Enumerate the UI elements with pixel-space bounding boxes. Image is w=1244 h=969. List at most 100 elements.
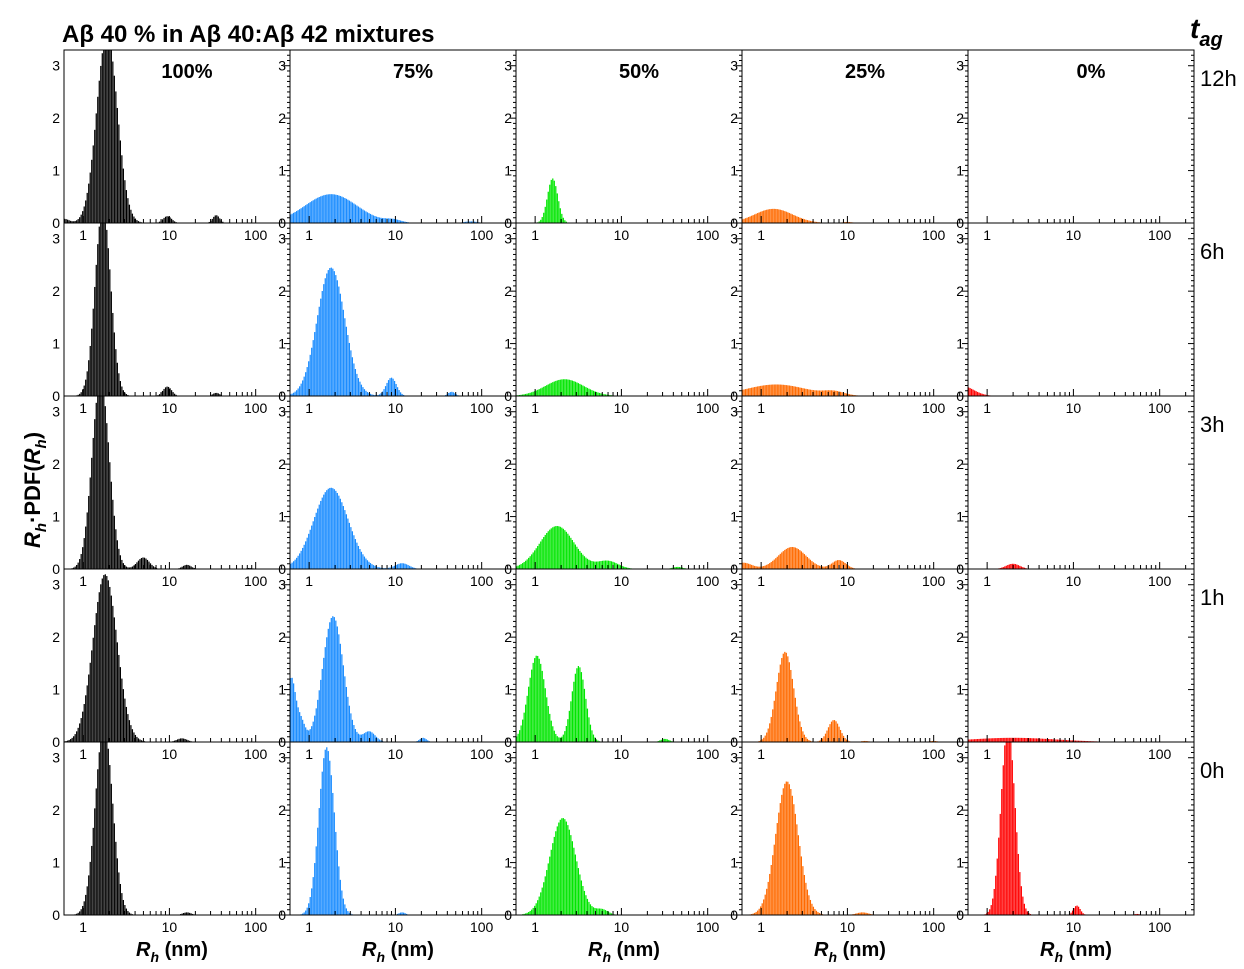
histogram-bar — [112, 499, 114, 569]
x-tick-label: 100 — [470, 919, 494, 935]
histogram-bar — [550, 179, 552, 223]
histogram-bar — [761, 211, 763, 223]
histogram-bar — [526, 695, 528, 742]
histogram-bar — [597, 908, 599, 915]
x-tick-label: 100 — [1148, 400, 1172, 416]
histogram-bar — [302, 547, 304, 569]
axis-ticks — [534, 222, 742, 397]
histogram-bar — [782, 384, 784, 396]
histogram-bar — [841, 560, 843, 569]
histogram-bar — [604, 560, 607, 569]
histogram-bar — [1016, 832, 1018, 915]
histogram-bar — [335, 275, 337, 396]
histogram-bar — [303, 544, 305, 569]
histogram-bar — [603, 560, 605, 569]
histogram-bar — [354, 369, 357, 396]
histogram-bar — [817, 390, 819, 396]
histogram-bar — [815, 910, 818, 915]
histogram-bar — [336, 850, 338, 915]
x-tick-label: 1 — [983, 746, 991, 762]
histogram-bar — [547, 384, 549, 396]
histogram-bar — [333, 489, 335, 569]
histogram-bar — [794, 547, 796, 569]
histogram-bar — [624, 567, 626, 569]
histogram-bar — [76, 220, 78, 223]
histogram-bar — [83, 901, 85, 915]
histogram-bar — [610, 561, 613, 569]
histogram-bar — [371, 732, 373, 742]
histogram-bar — [124, 698, 126, 742]
histogram-bar — [318, 690, 320, 742]
histogram-bar — [528, 393, 530, 396]
histogram-bar — [366, 731, 369, 742]
histogram-bar — [817, 912, 819, 915]
xlabel-unit: (nm) — [1063, 939, 1112, 961]
histogram-bar — [758, 212, 760, 223]
histogram-bar — [88, 495, 90, 569]
histogram-bar — [540, 663, 542, 742]
histogram-bar — [393, 565, 396, 569]
histogram-bar — [1077, 740, 1080, 742]
panel-frame — [967, 222, 1195, 397]
histogram-bar — [782, 551, 784, 569]
histogram-bar — [797, 216, 799, 223]
histogram-bar — [968, 387, 970, 396]
histogram-bar — [625, 567, 628, 569]
histogram-bar — [369, 393, 372, 396]
histogram-bar — [546, 697, 548, 742]
histogram-bar — [341, 196, 343, 223]
histogram-bar — [86, 192, 88, 223]
histogram-bar — [1011, 760, 1013, 915]
histogram-bar — [553, 526, 555, 569]
histogram-bar — [793, 547, 795, 569]
histogram-bar — [363, 210, 366, 223]
histogram-bar — [990, 905, 992, 915]
histogram-bar — [101, 578, 103, 742]
histogram-bar — [345, 326, 347, 396]
histogram-bar — [558, 822, 560, 915]
y-tick-label: 1 — [52, 163, 60, 179]
histogram-bar — [827, 727, 830, 742]
histogram-bar — [743, 218, 745, 223]
histogram-bar — [580, 880, 583, 915]
histogram-bar — [549, 383, 551, 396]
histogram-bar — [130, 725, 132, 742]
histogram-bar — [67, 219, 69, 223]
histogram-bar — [845, 221, 848, 223]
histogram-bar — [86, 685, 88, 742]
histogram-bar — [791, 214, 793, 223]
histogram-bar — [119, 555, 121, 569]
histogram-bar — [589, 904, 592, 915]
histogram-bar — [568, 535, 570, 569]
histogram-bar — [92, 437, 94, 569]
histogram-bar — [974, 390, 976, 396]
histogram-bar — [83, 704, 85, 742]
histogram-bar — [1074, 906, 1077, 915]
histogram-bar — [1011, 737, 1013, 742]
histogram-bar — [592, 907, 595, 915]
histogram-bar — [812, 906, 815, 915]
x-tick-label: 10 — [388, 573, 404, 589]
histogram-bar — [368, 731, 370, 742]
histogram-bar — [1026, 911, 1028, 915]
histogram-bar — [764, 735, 766, 742]
histogram-bar — [363, 556, 366, 569]
x-axis-label: Rh (nm) — [136, 939, 208, 965]
histogram-bar — [799, 387, 801, 396]
histogram-bar — [65, 219, 67, 223]
histogram-bar — [802, 552, 804, 569]
y-tick-label: 2 — [52, 456, 60, 472]
histogram-bar — [989, 738, 991, 742]
histogram-bar — [341, 890, 343, 915]
histogram-bar — [302, 719, 304, 742]
histogram-bar — [327, 194, 329, 223]
histogram-bar — [600, 908, 602, 915]
histogram-bar — [660, 739, 662, 742]
histogram-bar — [125, 394, 128, 396]
histogram-bar — [116, 642, 118, 742]
histogram-bar — [333, 271, 335, 396]
histogram-bar — [1073, 908, 1075, 915]
histogram-bar — [806, 738, 809, 742]
histogram-bar — [329, 760, 331, 915]
